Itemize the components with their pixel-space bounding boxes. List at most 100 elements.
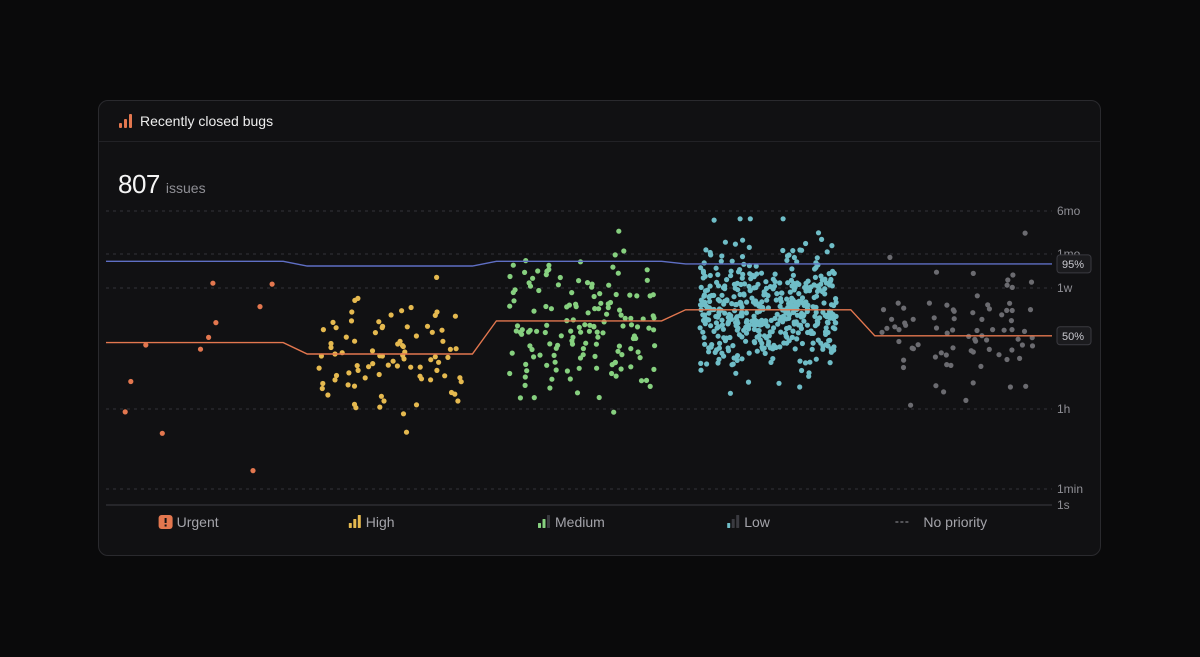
- data-point: [719, 292, 725, 298]
- data-point: [791, 254, 798, 261]
- legend-label: Medium: [555, 514, 605, 530]
- data-point: [517, 329, 523, 335]
- data-point: [564, 304, 570, 310]
- data-point: [950, 307, 956, 313]
- data-point: [759, 340, 765, 346]
- data-point: [944, 330, 950, 336]
- data-point: [1022, 230, 1028, 236]
- data-point: [790, 328, 796, 334]
- data-point: [1023, 383, 1029, 389]
- data-point: [722, 239, 729, 245]
- data-point: [763, 279, 769, 285]
- data-point: [650, 292, 656, 298]
- data-point: [432, 312, 438, 318]
- y-tick-label: 1s: [1057, 498, 1070, 512]
- data-point: [509, 350, 515, 356]
- data-point: [754, 348, 760, 354]
- data-point: [607, 299, 614, 306]
- data-point: [628, 364, 634, 370]
- data-point: [594, 329, 600, 335]
- data-point: [776, 380, 782, 386]
- data-point: [896, 338, 902, 345]
- data-point: [706, 345, 712, 351]
- data-point: [413, 333, 419, 339]
- data-point: [743, 338, 749, 344]
- data-point: [718, 258, 724, 264]
- data-point: [250, 468, 256, 474]
- data-point: [582, 322, 588, 328]
- data-point: [985, 302, 991, 308]
- data-point: [544, 362, 550, 368]
- data-point: [452, 313, 458, 319]
- data-point: [213, 320, 219, 326]
- data-point: [510, 262, 516, 268]
- data-point: [698, 367, 704, 373]
- data-point: [815, 319, 821, 325]
- data-point: [647, 383, 653, 389]
- data-point: [535, 268, 541, 274]
- data-point: [434, 274, 440, 280]
- data-point: [810, 330, 816, 336]
- data-point: [325, 392, 331, 398]
- data-point: [812, 274, 819, 280]
- data-point: [1004, 356, 1010, 363]
- data-point: [1029, 343, 1036, 349]
- percentile-badge: [1056, 254, 1092, 274]
- data-point: [999, 312, 1005, 318]
- data-point: [651, 366, 657, 372]
- data-point: [772, 271, 778, 277]
- data-point: [536, 287, 542, 294]
- data-point: [434, 367, 440, 373]
- data-point: [567, 376, 573, 382]
- data-point: [530, 275, 536, 281]
- data-point: [606, 282, 612, 288]
- data-point: [328, 344, 334, 351]
- data-point: [343, 334, 349, 340]
- data-point: [570, 334, 576, 340]
- data-point: [765, 293, 771, 299]
- recently-closed-bugs-card: Recently closed bugs 807 issues 6mo 1mo 1w…: [98, 100, 1101, 556]
- data-point: [748, 276, 754, 282]
- data-point: [700, 275, 706, 281]
- data-point: [732, 241, 739, 247]
- data-point: [381, 398, 387, 404]
- data-point: [650, 313, 656, 319]
- data-point: [970, 380, 976, 386]
- data-point: [775, 321, 781, 327]
- data-point: [739, 304, 745, 310]
- data-point: [714, 347, 720, 353]
- data-point: [576, 365, 582, 371]
- data-point: [774, 311, 780, 317]
- data-point: [583, 340, 589, 346]
- data-point: [812, 313, 818, 319]
- data-point: [453, 346, 459, 352]
- data-point: [747, 216, 753, 222]
- data-point: [711, 328, 717, 334]
- data-point: [522, 382, 528, 388]
- data-point: [355, 367, 361, 373]
- data-point: [720, 326, 727, 332]
- data-point: [754, 271, 760, 277]
- data-point: [731, 294, 737, 300]
- data-point: [1028, 279, 1035, 285]
- data-point: [948, 362, 954, 368]
- data-point: [824, 314, 830, 320]
- data-point: [819, 236, 825, 242]
- data-point: [143, 342, 149, 348]
- data-point: [522, 269, 528, 275]
- data-point: [354, 363, 360, 369]
- data-point: [713, 265, 719, 271]
- data-point: [457, 375, 463, 381]
- data-point: [794, 312, 801, 318]
- data-point: [727, 390, 734, 396]
- data-point: [724, 277, 730, 283]
- data-point: [698, 360, 704, 366]
- data-point: [804, 284, 810, 290]
- legend-label: High: [366, 514, 395, 530]
- data-point: [794, 336, 800, 342]
- data-point: [569, 290, 575, 296]
- data-point: [786, 315, 792, 321]
- data-point: [617, 307, 623, 313]
- data-point: [390, 358, 396, 364]
- data-point: [823, 325, 829, 331]
